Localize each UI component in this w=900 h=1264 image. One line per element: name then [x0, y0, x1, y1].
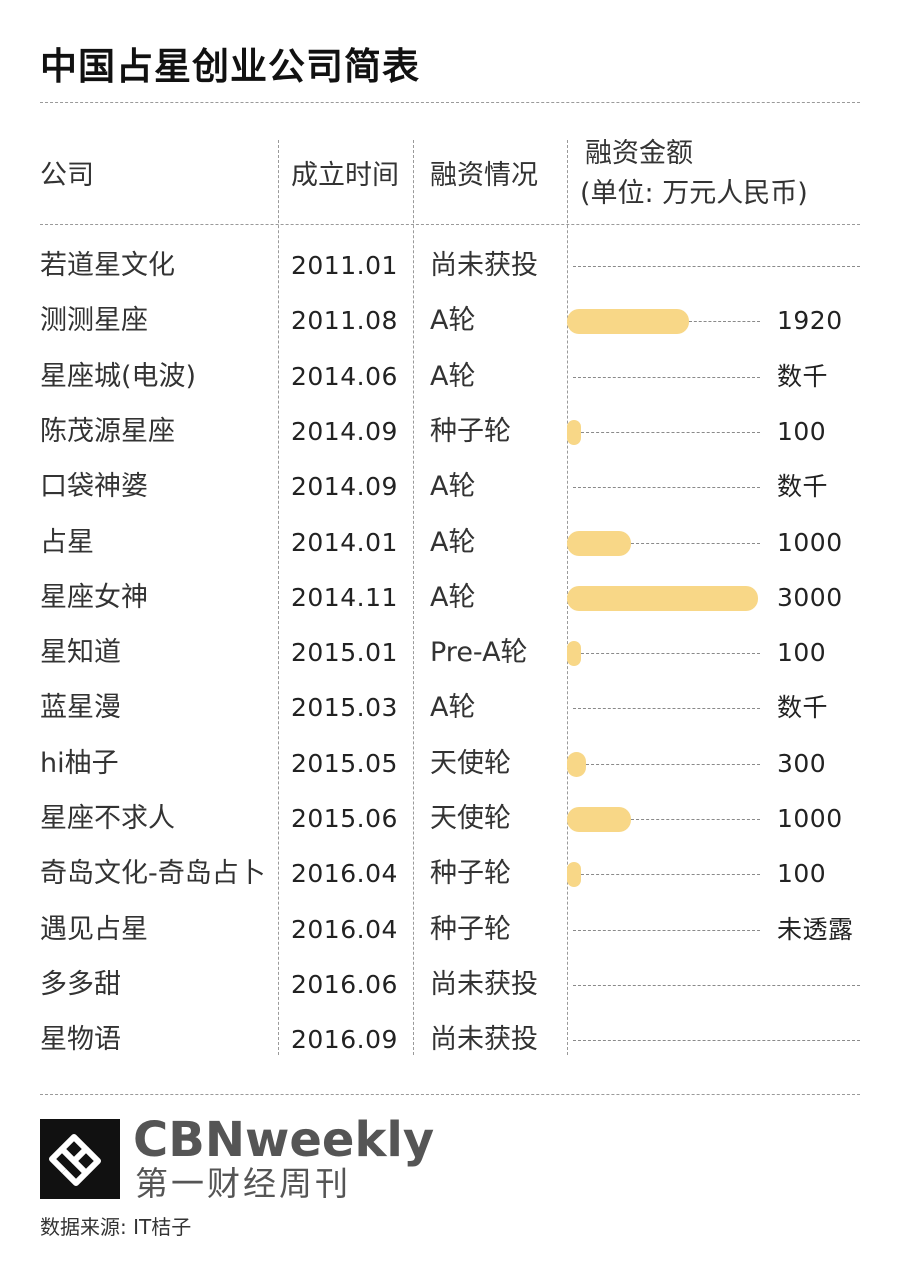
funding-amount: 数千: [777, 693, 829, 723]
leader-line: [573, 984, 860, 986]
leader-line: [689, 321, 760, 323]
founded-date: 2015.06: [291, 804, 398, 833]
footer-divider: [40, 1094, 860, 1095]
funding-stage: 尚未获投: [430, 250, 538, 281]
founded-date: 2014.06: [291, 361, 398, 391]
cbnweekly-logo-icon: [40, 1119, 120, 1199]
founded-date: 2016.04: [291, 859, 398, 889]
company-name: 蓝星漫: [40, 692, 121, 724]
funding-stage: A轮: [430, 692, 476, 724]
funding-stage: A轮: [430, 360, 476, 392]
funding-stage: 种子轮: [430, 913, 511, 945]
funding-bar: [567, 807, 631, 832]
founded-date: 2011.01: [291, 251, 398, 280]
funding-bar: [567, 751, 586, 777]
funding-bar: [567, 862, 581, 888]
company-name: 星座城(电波): [40, 360, 197, 392]
header-amount-unit: (单位: 万元人民币): [580, 178, 808, 209]
funding-stage: 天使轮: [430, 747, 511, 779]
leader-line: [581, 431, 760, 433]
funding-stage: 种子轮: [430, 415, 511, 447]
company-name: hi柚子: [40, 747, 119, 779]
founded-date: 2014.11: [291, 582, 398, 612]
funding-stage: 天使轮: [430, 803, 511, 834]
company-name: 测测星座: [40, 305, 148, 337]
company-name: 口袋神婆: [40, 471, 148, 503]
founded-date: 2014.09: [291, 472, 398, 502]
leader-line: [573, 266, 860, 267]
brand-subtitle: 第一财经周刊: [135, 1164, 351, 1203]
founded-date: 2015.03: [291, 693, 398, 723]
founded-date: 2016.06: [291, 969, 398, 999]
page-title: 中国占星创业公司简表: [40, 45, 420, 88]
header-founded: 成立时间: [291, 160, 399, 191]
leader-line: [573, 1040, 860, 1042]
leader-line: [586, 763, 760, 765]
funding-bar: [567, 309, 689, 335]
founded-date: 2015.01: [291, 638, 398, 668]
funding-stage: A轮: [430, 471, 476, 503]
column-divider-1: [278, 140, 279, 1055]
funding-amount: 1920: [777, 306, 843, 336]
company-name: 奇岛文化-奇岛占卜: [40, 858, 266, 890]
leader-line: [573, 376, 760, 378]
funding-stage: 尚未获投: [430, 1024, 538, 1056]
header-divider: [40, 224, 860, 225]
founded-date: 2016.04: [291, 914, 398, 944]
founded-date: 2011.08: [291, 306, 398, 336]
company-name: 星知道: [40, 637, 121, 669]
funding-bar: [567, 585, 758, 611]
header-company: 公司: [40, 160, 94, 191]
funding-stage: 尚未获投: [430, 968, 538, 1000]
founded-date: 2016.09: [291, 1025, 398, 1055]
company-name: 占星: [40, 526, 94, 558]
funding-bar: [567, 419, 581, 445]
funding-amount: 1000: [777, 527, 843, 557]
company-name: 陈茂源星座: [40, 415, 175, 447]
funding-amount: 100: [777, 416, 827, 446]
header-amount: 融资金额: [585, 138, 693, 169]
funding-amount: 1000: [777, 804, 843, 833]
leader-line: [631, 819, 760, 820]
funding-bar: [567, 641, 581, 667]
funding-amount: 3000: [777, 582, 843, 612]
company-name: 星座不求人: [40, 803, 175, 834]
founded-date: 2015.05: [291, 748, 398, 778]
founded-date: 2014.09: [291, 416, 398, 446]
funding-amount: 数千: [777, 361, 829, 391]
leader-line: [573, 708, 760, 710]
company-name: 星座女神: [40, 581, 148, 613]
funding-amount: 100: [777, 638, 827, 668]
header-funding-stage: 融资情况: [430, 160, 538, 191]
funding-bar: [567, 530, 631, 556]
funding-stage: Pre-A轮: [430, 637, 528, 669]
leader-line: [581, 653, 760, 655]
company-name: 星物语: [40, 1024, 121, 1056]
funding-amount: 300: [777, 748, 827, 778]
funding-stage: A轮: [430, 581, 476, 613]
funding-stage: A轮: [430, 305, 476, 337]
founded-date: 2014.01: [291, 527, 398, 557]
source-note: 数据来源: IT桔子: [40, 1215, 192, 1239]
company-name: 遇见占星: [40, 913, 148, 945]
brand-name: CBNweekly: [133, 1112, 435, 1168]
leader-line: [573, 487, 760, 489]
company-name: 若道星文化: [40, 250, 175, 281]
funding-stage: 种子轮: [430, 858, 511, 890]
title-divider: [40, 102, 860, 103]
company-name: 多多甜: [40, 968, 121, 1000]
column-divider-2: [413, 140, 414, 1055]
leader-line: [573, 929, 760, 931]
funding-amount: 100: [777, 859, 827, 889]
funding-amount: 未透露: [777, 914, 854, 944]
funding-amount: 数千: [777, 472, 829, 502]
leader-line: [631, 542, 760, 544]
funding-stage: A轮: [430, 526, 476, 558]
leader-line: [581, 874, 760, 876]
